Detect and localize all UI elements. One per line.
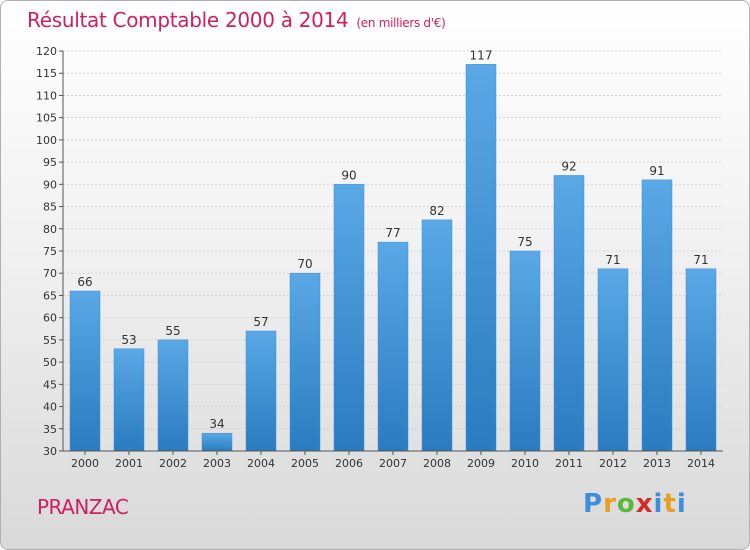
- y-tick-label: 45: [43, 378, 57, 391]
- y-tick-label: 65: [43, 289, 57, 302]
- x-tick-label: 2005: [291, 457, 319, 470]
- bar-value-label: 91: [649, 164, 664, 178]
- y-tick-label: 105: [36, 112, 57, 125]
- bar-value-label: 71: [693, 253, 708, 267]
- y-tick-label: 55: [43, 334, 57, 347]
- x-tick-label: 2014: [687, 457, 715, 470]
- bar: [333, 184, 365, 452]
- bars: 66 53 55 34 57 70 90 77 82 117 75 92 71 91 71: [69, 48, 717, 452]
- y-tick-label: 95: [43, 156, 57, 169]
- bar: [421, 219, 453, 452]
- bar: [465, 64, 497, 452]
- chart-title: Résultat Comptable 2000 à 2014 (en millie…: [27, 8, 446, 32]
- logo-letter: P: [583, 489, 604, 519]
- y-tick-label: 100: [36, 134, 57, 147]
- y-tick-label: 85: [43, 201, 57, 214]
- x-tick-label: 2004: [247, 457, 275, 470]
- bar: [685, 268, 717, 452]
- y-tick-label: 75: [43, 245, 57, 258]
- x-tick-label: 2010: [511, 457, 539, 470]
- y-tick-label: 40: [43, 401, 57, 414]
- bar-value-label: 71: [605, 253, 620, 267]
- x-tick-label: 2002: [159, 457, 187, 470]
- y-tick-label: 70: [43, 267, 57, 280]
- bar-value-label: 117: [470, 48, 493, 62]
- x-tick-label: 2011: [555, 457, 583, 470]
- y-tick-label: 80: [43, 223, 57, 236]
- bar-value-label: 90: [341, 168, 356, 182]
- bar-value-label: 75: [517, 235, 532, 249]
- bar-value-label: 70: [297, 257, 312, 271]
- bar-value-label: 53: [121, 333, 136, 347]
- bar-value-label: 55: [165, 324, 180, 338]
- bar: [509, 250, 541, 452]
- y-axis: 30 35 40 45 50 55 60 65 70 75 80 85 90 95 100 105 110 115…: [36, 45, 64, 458]
- x-tick-label: 2007: [379, 457, 407, 470]
- x-tick-label: 2008: [423, 457, 451, 470]
- bar-value-label: 92: [561, 159, 576, 173]
- town-name: PRANZAC: [37, 495, 129, 519]
- logo-letter: i: [653, 489, 664, 519]
- bar: [69, 290, 101, 452]
- x-tick-label: 2001: [115, 457, 143, 470]
- bar: [553, 175, 585, 452]
- y-tick-label: 110: [36, 89, 57, 102]
- bar: [245, 330, 277, 452]
- bar: [597, 268, 629, 452]
- proxiti-logo[interactable]: Proxiti: [583, 489, 687, 519]
- y-tick-label: 90: [43, 178, 57, 191]
- x-tick-label: 2000: [71, 457, 99, 470]
- x-axis: 2000 2001 2002 2003 2004 2005 2006 2007 2008 2009…: [63, 450, 723, 470]
- logo-letter: x: [635, 489, 654, 519]
- logo-letter: r: [603, 489, 617, 519]
- y-tick-label: 120: [36, 45, 57, 58]
- bar: [201, 432, 233, 452]
- bar: [641, 179, 673, 452]
- y-tick-label: 35: [43, 423, 57, 436]
- y-tick-label: 30: [43, 445, 57, 458]
- x-tick-label: 2012: [599, 457, 627, 470]
- y-tick-label: 115: [36, 67, 57, 80]
- x-tick-label: 2003: [203, 457, 231, 470]
- bar-value-label: 57: [253, 315, 268, 329]
- x-tick-label: 2009: [467, 457, 495, 470]
- bar-value-label: 82: [429, 204, 444, 218]
- bar-value-label: 34: [209, 417, 224, 431]
- y-tick-label: 50: [43, 356, 57, 369]
- x-tick-label: 2006: [335, 457, 363, 470]
- chart-title-unit: (en milliers d'€): [356, 16, 446, 30]
- bar: [157, 339, 189, 452]
- bar: [289, 272, 321, 452]
- y-tick-label: 60: [43, 312, 57, 325]
- logo-letter: i: [676, 489, 687, 519]
- logo-letter: o: [616, 489, 636, 519]
- logo-letter: t: [663, 489, 677, 519]
- bar-value-label: 66: [77, 275, 92, 289]
- chart-title-main: Résultat Comptable 2000 à 2014: [27, 8, 349, 32]
- bar-value-label: 77: [385, 226, 400, 240]
- bar: [377, 241, 409, 452]
- x-tick-label: 2013: [643, 457, 671, 470]
- bar: [113, 348, 145, 452]
